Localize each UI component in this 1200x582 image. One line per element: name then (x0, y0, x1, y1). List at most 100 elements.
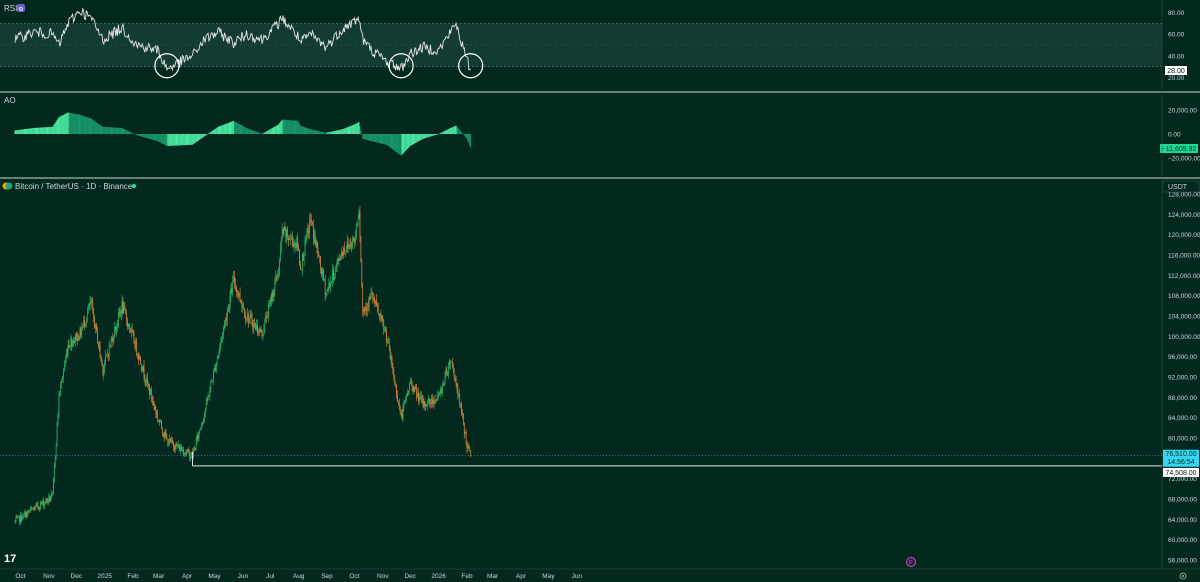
ao-bar (278, 123, 280, 134)
price-axis[interactable]: 128,000.00 124,000.00 120,000.00 116,000.00… (1168, 192, 1200, 565)
candle-body (452, 361, 453, 367)
ao-bar (57, 118, 59, 134)
candle-body (215, 367, 216, 371)
ao-bar (181, 134, 183, 146)
candle-body (154, 406, 156, 410)
candle-body (153, 401, 155, 407)
candle-body (182, 449, 183, 451)
candle-body (245, 316, 246, 319)
candle-body (226, 312, 228, 321)
ao-bar (199, 134, 201, 140)
ao-bar (428, 134, 430, 138)
candle-body (165, 432, 167, 438)
ao-bar (363, 134, 365, 140)
time-tick-label: Mar (487, 573, 499, 580)
candle-body (167, 438, 169, 446)
candle-body (170, 438, 171, 442)
ao-bar (270, 128, 272, 134)
ao-bar (362, 134, 364, 139)
candle-body (347, 241, 349, 248)
candle-body (71, 338, 73, 347)
ao-bar (317, 130, 319, 134)
candle-body (143, 365, 145, 377)
time-axis[interactable]: Oct Nov Dec 2025 Feb Mar Apr May Jun Jul Aug Sep Oct… (15, 573, 582, 580)
ao-bar (246, 128, 247, 134)
candle-body (246, 318, 247, 320)
ao-bar (128, 131, 129, 134)
candle-body (130, 328, 132, 333)
candle-body (83, 320, 84, 326)
candle-body (410, 380, 412, 386)
candle-body (291, 236, 293, 241)
ao-bar (196, 134, 198, 142)
candle-body (27, 510, 29, 513)
candle-body (314, 234, 316, 244)
currency-label[interactable]: USDT (1162, 180, 1200, 193)
candle-body (149, 386, 150, 395)
ao-bar (299, 124, 301, 134)
candle-body (434, 402, 436, 404)
ao-bar (149, 134, 150, 139)
ao-bar (34, 127, 36, 134)
candle-body (40, 502, 41, 509)
candle-body (152, 400, 154, 402)
ao-bar (144, 134, 146, 138)
candle-body (414, 386, 416, 388)
candle-body (258, 328, 260, 334)
price-tick-label: 120,000.00 (1168, 232, 1200, 239)
ao-bar (154, 134, 156, 141)
ao-bar (132, 133, 134, 134)
ao-bar (97, 123, 99, 134)
ao-bar (327, 132, 329, 134)
candle-body (244, 308, 246, 317)
candle-body (401, 414, 403, 419)
ao-bar (170, 134, 171, 146)
candle-body (462, 412, 463, 416)
candle-body (228, 306, 230, 308)
candle-body (172, 439, 173, 443)
ao-bar (23, 129, 25, 134)
ao-bar (39, 127, 41, 134)
candle-body (342, 251, 343, 256)
candle-body (260, 329, 262, 333)
candle-body (44, 502, 46, 503)
candle-body (386, 331, 387, 342)
ao-bar (300, 125, 302, 134)
candle-body (302, 254, 304, 261)
candle-body (14, 521, 16, 522)
candle-body (208, 395, 210, 397)
ao-bar (257, 132, 258, 134)
event-marker[interactable]: F (906, 557, 916, 567)
ao-bar (108, 127, 110, 134)
candle-body (270, 297, 272, 303)
candle-body (307, 229, 309, 231)
time-tick-label: Oct (349, 573, 359, 580)
candle-body (255, 323, 256, 330)
candle-body (133, 333, 135, 344)
candle-body (366, 305, 368, 311)
ao-bar (443, 131, 445, 134)
ao-bar (179, 134, 181, 146)
symbol-header[interactable]: Bitcoin / TetherUS · 1D · Binance (2, 182, 137, 191)
candle-body (310, 219, 311, 221)
ao-bar (346, 127, 348, 134)
ao-bar (28, 128, 30, 134)
tradingview-logo[interactable]: 17 (4, 553, 16, 565)
ao-bar (408, 134, 410, 147)
ao-bar (177, 134, 179, 146)
ao-bar (331, 131, 333, 134)
candle-body (258, 332, 259, 334)
candle-body (227, 306, 229, 313)
ao-bar (128, 131, 130, 134)
rsi-settings-icon[interactable]: ⚙ (17, 4, 25, 13)
candle-body (171, 439, 172, 442)
candle-body (283, 227, 285, 235)
axis-settings-icon[interactable] (1179, 572, 1187, 580)
candle-body (188, 449, 190, 452)
candle-body (205, 400, 207, 410)
candle-body (443, 383, 445, 385)
ao-histogram (14, 112, 472, 156)
candle-body (25, 512, 27, 518)
ao-bar (360, 130, 362, 134)
